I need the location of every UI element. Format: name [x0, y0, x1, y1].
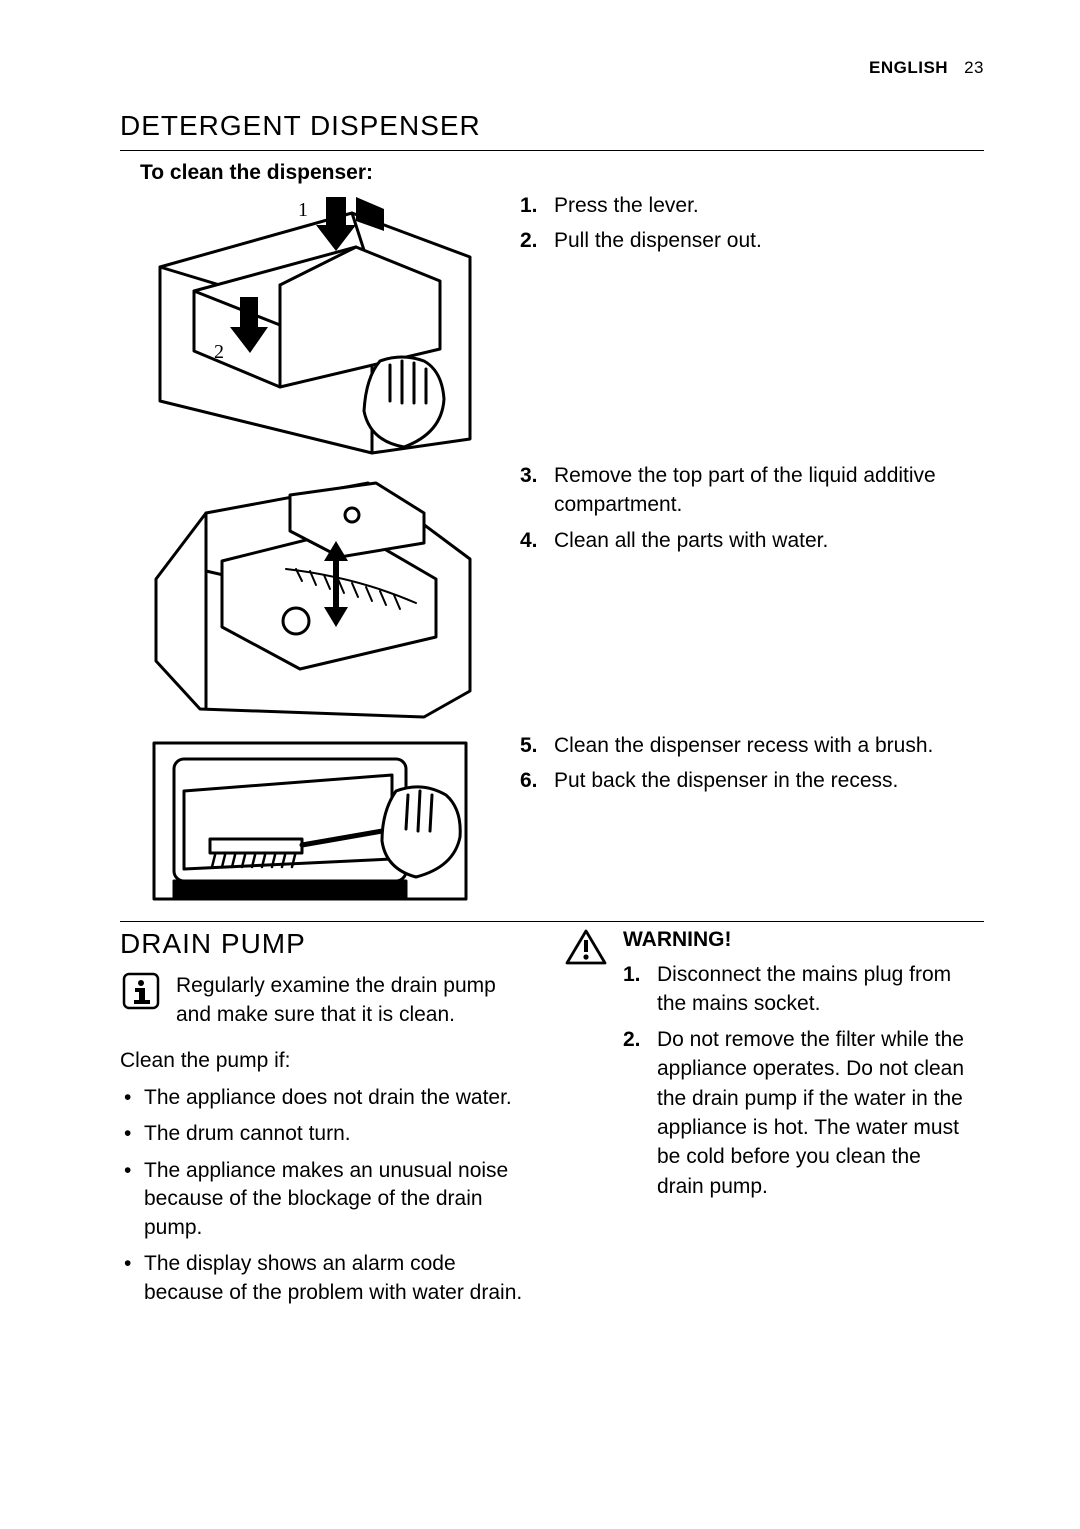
header-page-number: 23 [964, 58, 984, 77]
figure-dispenser-insert [140, 461, 480, 725]
figure-dispenser-brush [140, 731, 480, 911]
step-item: 2.Pull the dispenser out. [520, 226, 762, 255]
list-text: The appliance does not drain the water. [144, 1084, 525, 1113]
section-rule [120, 150, 984, 151]
step-text: Do not remove the filter while the appli… [657, 1025, 970, 1201]
step-text: Disconnect the mains plug from the mains… [657, 960, 970, 1019]
steps-list-c: 5.Clean the dispenser recess with a brus… [520, 731, 933, 911]
figure1-label-1: 1 [298, 199, 308, 222]
list-text: The drum cannot turn. [144, 1120, 525, 1149]
page-header: ENGLISH 23 [869, 58, 984, 78]
warning-block: WARNING! 1.Disconnect the mains plug fro… [565, 928, 970, 1207]
step-number: 5. [520, 731, 554, 760]
step-number: 4. [520, 526, 554, 555]
step-text: Clean all the parts with water. [554, 526, 984, 555]
step-item: 4.Clean all the parts with water. [520, 526, 984, 555]
steps-list-a: 1.Press the lever. 2.Pull the dispenser … [520, 191, 762, 455]
figure-dispenser-remove: 1 2 [140, 191, 480, 455]
step-text: Put back the dispenser in the recess. [554, 766, 933, 795]
step-number: 2. [623, 1025, 657, 1201]
warning-title: WARNING! [623, 928, 970, 952]
list-text: The appliance makes an unusual noise bec… [144, 1157, 525, 1243]
row-fig-2: 3.Remove the top part of the liquid addi… [120, 461, 984, 725]
section-title-drain: DRAIN PUMP [120, 928, 525, 960]
list-item: •The drum cannot turn. [120, 1120, 525, 1149]
step-number: 2. [520, 226, 554, 255]
warning-icon [565, 928, 609, 1207]
clean-if-lead: Clean the pump if: [120, 1047, 525, 1076]
step-item: 5.Clean the dispenser recess with a brus… [520, 731, 933, 760]
list-item: •The appliance makes an unusual noise be… [120, 1157, 525, 1243]
step-text: Press the lever. [554, 191, 762, 220]
list-item: •The appliance does not drain the water. [120, 1084, 525, 1113]
column-right: WARNING! 1.Disconnect the mains plug fro… [565, 922, 970, 1315]
info-text: Regularly examine the drain pump and mak… [176, 972, 525, 1029]
section-title-detergent: DETERGENT DISPENSER [120, 110, 984, 142]
row-fig-1: 1 2 1.Press the lever. 2.Pull the dispen… [120, 191, 984, 455]
step-item: 1.Press the lever. [520, 191, 762, 220]
warning-item: 2.Do not remove the filter while the app… [623, 1025, 970, 1201]
warning-body: WARNING! 1.Disconnect the mains plug fro… [623, 928, 970, 1207]
step-item: 6.Put back the dispenser in the recess. [520, 766, 933, 795]
step-number: 1. [520, 191, 554, 220]
clean-if-list: •The appliance does not drain the water.… [120, 1084, 525, 1308]
step-number: 1. [623, 960, 657, 1019]
row-fig-3: 5.Clean the dispenser recess with a brus… [120, 731, 984, 911]
subtitle-clean-dispenser: To clean the dispenser: [140, 161, 984, 185]
step-text: Clean the dispenser recess with a brush. [554, 731, 933, 760]
warning-list: 1.Disconnect the mains plug from the mai… [623, 960, 970, 1201]
info-icon [120, 972, 160, 1029]
header-language: ENGLISH [869, 58, 948, 77]
bottom-columns: DRAIN PUMP Regularly examine the drain p… [120, 922, 984, 1315]
step-text: Pull the dispenser out. [554, 226, 762, 255]
list-item: •The display shows an alarm code because… [120, 1250, 525, 1307]
step-item: 3.Remove the top part of the liquid addi… [520, 461, 984, 520]
figure1-label-2: 2 [214, 341, 224, 364]
list-text: The display shows an alarm code because … [144, 1250, 525, 1307]
warning-item: 1.Disconnect the mains plug from the mai… [623, 960, 970, 1019]
info-block: Regularly examine the drain pump and mak… [120, 972, 525, 1029]
step-text: Remove the top part of the liquid additi… [554, 461, 984, 520]
step-number: 3. [520, 461, 554, 520]
step-number: 6. [520, 766, 554, 795]
column-left: DRAIN PUMP Regularly examine the drain p… [120, 922, 525, 1315]
steps-list-b: 3.Remove the top part of the liquid addi… [520, 461, 984, 725]
